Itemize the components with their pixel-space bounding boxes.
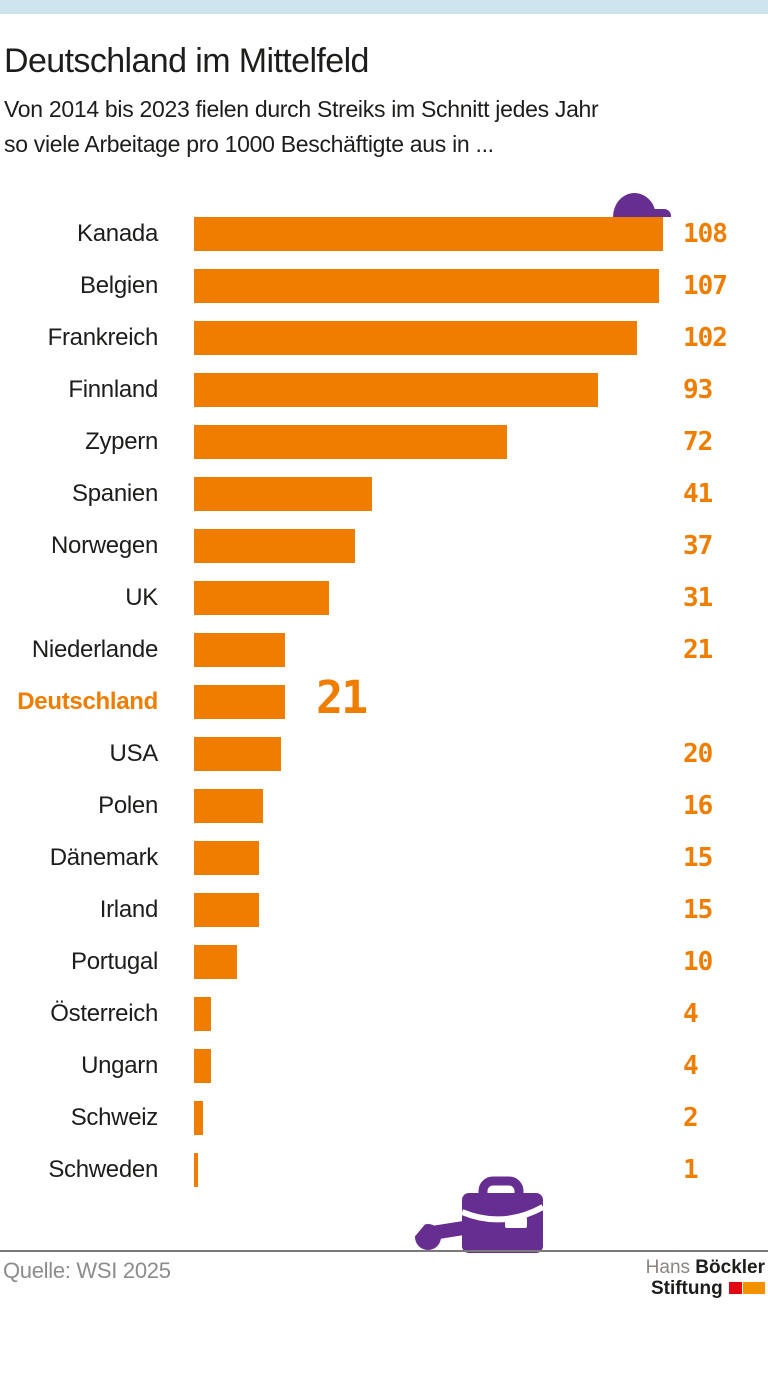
bar-schweden (194, 1153, 198, 1187)
bar-niederlande (194, 633, 285, 667)
hard-hat-icon (613, 193, 671, 217)
bar-value-schweden: 1 (683, 1155, 699, 1185)
bar-label-portugal: Portugal (71, 948, 158, 975)
bar-row-norwegen: Norwegen 37 (0, 529, 768, 563)
footer-divider (0, 1250, 768, 1252)
bar-row-polen: Polen 16 (0, 789, 768, 823)
bar-row-zypern: Zypern 72 (0, 425, 768, 459)
bar-row-ungarn: Ungarn 4 (0, 1049, 768, 1083)
bar-label-usa: USA (109, 740, 159, 767)
bar-irland (194, 893, 259, 927)
bar-value-usa: 20 (683, 739, 713, 769)
bar-value-finnland: 93 (683, 375, 713, 405)
bar-value-frankreich: 102 (683, 323, 728, 353)
logo-red-square (729, 1282, 742, 1294)
bar-value-kanada: 108 (683, 219, 728, 249)
bar-label-spanien: Spanien (72, 480, 158, 507)
bar-label-kanada: Kanada (77, 220, 158, 247)
top-accent-bar (0, 0, 768, 14)
bar-label-schweden: Schweden (48, 1156, 158, 1183)
bar-row-dänemark: Dänemark 15 (0, 841, 768, 875)
bar-row-uk: UK 31 (0, 581, 768, 615)
logo-word-hans: Hans (645, 1257, 691, 1278)
bar-kanada (194, 217, 663, 251)
bar-label-deutschland: Deutschland (17, 688, 158, 715)
bar-label-uk: UK (125, 584, 158, 611)
bar-value-belgien: 107 (683, 271, 728, 301)
bar-row-spanien: Spanien 41 (0, 477, 768, 511)
bar-polen (194, 789, 263, 823)
logo-line-1: Hans Böckler (646, 1257, 765, 1278)
chart-subtitle: Von 2014 bis 2023 fielen durch Streiks i… (4, 92, 599, 162)
bar-value-ungarn: 4 (683, 1051, 699, 1081)
bar-label-belgien: Belgien (80, 272, 158, 299)
bar-row-irland: Irland 15 (0, 893, 768, 927)
bar-value-österreich: 4 (683, 999, 699, 1029)
bar-row-österreich: Österreich 4 (0, 997, 768, 1031)
bar-value-norwegen: 37 (683, 531, 713, 561)
bar-österreich (194, 997, 211, 1031)
bar-dänemark (194, 841, 259, 875)
bar-deutschland (194, 685, 285, 719)
bar-row-usa: USA 20 (0, 737, 768, 771)
bar-row-frankreich: Frankreich 102 (0, 321, 768, 355)
bar-label-polen: Polen (98, 792, 158, 819)
bar-label-finnland: Finnland (68, 376, 158, 403)
bar-value-spanien: 41 (683, 479, 713, 509)
logo-line-2: Stiftung (646, 1278, 765, 1299)
bar-label-irland: Irland (99, 896, 159, 923)
bar-frankreich (194, 321, 637, 355)
bar-row-niederlande: Niederlande 21 (0, 633, 768, 667)
bar-label-frankreich: Frankreich (47, 324, 159, 351)
bar-label-ungarn: Ungarn (81, 1052, 158, 1079)
bar-row-schweiz: Schweiz 2 (0, 1101, 768, 1135)
bar-row-portugal: Portugal 10 (0, 945, 768, 979)
chart-subtitle-line-2: so viele Arbeitage pro 1000 Beschäftigte… (4, 131, 494, 157)
bar-value-uk: 31 (683, 583, 713, 613)
bar-value-schweiz: 2 (683, 1103, 699, 1133)
bar-label-norwegen: Norwegen (51, 532, 158, 559)
bar-value-niederlande: 21 (683, 635, 713, 665)
bar-ungarn (194, 1049, 211, 1083)
bar-value-deutschland: 21 (316, 671, 368, 724)
bar-belgien (194, 269, 659, 303)
bar-value-portugal: 10 (683, 947, 713, 977)
bar-zypern (194, 425, 507, 459)
chart-subtitle-line-1: Von 2014 bis 2023 fielen durch Streiks i… (4, 96, 599, 122)
briefcase-wrench-icon (408, 1176, 545, 1253)
bar-finnland (194, 373, 598, 407)
bar-schweiz (194, 1101, 203, 1135)
bar-label-niederlande: Niederlande (31, 636, 158, 663)
bar-row-schweden: Schweden 1 (0, 1153, 768, 1187)
bar-usa (194, 737, 281, 771)
source-text: Quelle: WSI 2025 (3, 1258, 171, 1283)
bar-spanien (194, 477, 372, 511)
bar-row-belgien: Belgien 107 (0, 269, 768, 303)
chart-title: Deutschland im Mittelfeld (4, 42, 369, 80)
bar-uk (194, 581, 329, 615)
bar-label-zypern: Zypern (85, 428, 158, 455)
bar-portugal (194, 945, 237, 979)
bar-value-dänemark: 15 (683, 843, 713, 873)
bar-chart: Kanada 108 Belgien 107 Frankreich 102 Finnland… (0, 217, 768, 1205)
bar-label-österreich: Österreich (50, 1000, 158, 1027)
bar-row-finnland: Finnland 93 (0, 373, 768, 407)
bar-value-polen: 16 (683, 791, 713, 821)
logo-word-stiftung: Stiftung (650, 1278, 723, 1299)
bar-row-deutschland: Deutschland 21 (0, 675, 768, 720)
hans-boeckler-stiftung-logo: Hans Böckler Stiftung (646, 1257, 765, 1299)
bar-value-zypern: 72 (683, 427, 713, 457)
bar-row-kanada: Kanada 108 (0, 217, 768, 251)
bar-value-irland: 15 (683, 895, 713, 925)
logo-orange-square (743, 1282, 765, 1294)
bar-label-schweiz: Schweiz (70, 1104, 159, 1131)
bar-norwegen (194, 529, 355, 563)
bar-label-dänemark: Dänemark (49, 844, 159, 871)
logo-word-boeckler: Böckler (695, 1257, 765, 1278)
